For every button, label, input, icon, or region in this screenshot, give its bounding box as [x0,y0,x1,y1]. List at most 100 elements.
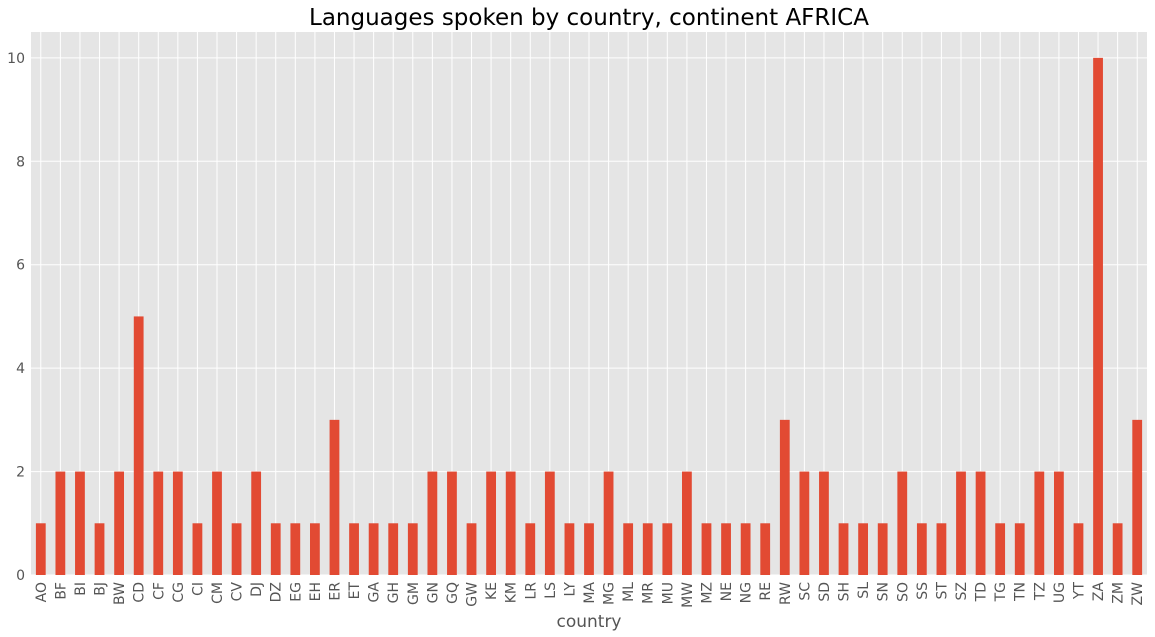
bar-bw [114,471,124,575]
bar-gm [407,523,418,575]
x-tick-labels: AO BF BI BJ BW CD CF CG CI CM CV DJ DZ EG EH ER ET GA GH GM… [34,582,1146,608]
x-tick-label: SZ [954,582,970,600]
bar-ug [1054,471,1064,575]
x-tick-label: CI [190,582,206,596]
bar-mr [642,523,653,575]
bar-ga [368,523,379,575]
y-tick-label: 10 [7,51,25,67]
bar-cg [172,471,183,575]
bar-ng [740,523,751,575]
x-tick-label: BJ [93,582,109,596]
bar-bf [55,471,66,575]
bar-dz [270,523,281,575]
x-tick-label: MA [582,582,598,604]
x-tick-label: SO [895,582,911,602]
x-tick-label: MR [641,582,657,604]
bar-st [936,523,947,575]
x-tick-label: DZ [269,582,285,602]
bars [35,57,1143,576]
x-tick-label: ET [347,582,363,600]
bar-mg [603,471,614,575]
x-tick-label: GQ [445,582,461,604]
x-tick-label: MG [602,582,618,605]
x-tick-label: GM [406,582,422,605]
bar-cd [133,316,144,575]
x-tick-label: SN [876,582,892,601]
x-tick-label: NG [739,582,755,603]
x-tick-label: BF [53,582,69,600]
x-tick-label: MU [660,582,676,604]
x-tick-label: GH [386,582,402,603]
x-tick-label: MZ [699,582,715,604]
x-tick-label: ZW [1130,582,1146,606]
bar-yt [1073,523,1084,575]
bar-za [1093,57,1103,576]
bar-sz [956,471,966,575]
x-tick-label: CG [171,582,187,603]
x-tick-label: LR [523,582,539,600]
x-tick-label: SL [856,582,872,599]
bar-lr [525,523,536,575]
bar-rw [779,419,790,575]
bar-ss [916,523,927,575]
bar-bj [94,523,105,575]
x-tick-label: DJ [249,582,265,597]
x-tick-label: EG [288,582,304,602]
bar-cv [231,523,242,575]
y-tick-labels: 0 2 4 6 8 10 [7,51,25,584]
bar-re [760,523,771,575]
x-tick-label: LY [562,582,578,597]
x-tick-label: MW [680,582,696,608]
bar-km [505,471,516,575]
x-tick-label: SS [915,582,931,600]
bar-bi [75,471,85,575]
x-tick-label: KM [504,582,520,603]
x-tick-label: ER [327,582,343,601]
x-tick-label: EH [308,582,324,601]
bar-ci [192,523,203,575]
bar-cm [212,471,222,575]
x-tick-label: SC [797,582,813,601]
x-tick-label: KE [484,582,500,600]
bar-ao [35,523,46,575]
bar-er [329,419,340,575]
y-tick-label: 4 [16,361,25,377]
bar-ls [544,471,555,575]
x-tick-label: SH [837,582,853,601]
x-axis-label: country [556,612,621,632]
bar-gh [388,523,399,575]
bar-eh [310,523,320,575]
bar-sc [799,471,810,575]
x-tick-label: TG [993,582,1009,602]
bar-sd [819,471,829,575]
x-tick-label: GN [425,582,441,603]
x-tick-label: CM [210,582,226,604]
y-tick-label: 6 [16,258,25,274]
bar-mz [701,523,712,575]
x-tick-label: CF [151,582,167,600]
x-tick-label: SD [817,582,833,602]
x-tick-label: YT [1071,582,1087,601]
x-tick-label: TZ [1032,582,1048,601]
x-tick-label: RW [778,582,794,605]
bar-cf [153,471,164,575]
x-tick-label: ZA [1091,582,1107,602]
bar-gq [447,471,457,575]
bar-eg [290,523,301,575]
y-tick-label: 0 [16,568,25,584]
bar-tg [995,523,1006,575]
x-tick-label: ST [934,582,950,600]
bar-et [349,523,359,575]
x-tick-label: ML [621,582,637,602]
bar-tz [1034,471,1045,575]
x-tick-label: RE [758,582,774,601]
x-tick-label: GW [465,582,481,607]
x-tick-label: GA [367,582,383,603]
bar-sh [838,523,849,575]
bar-gn [427,471,438,575]
bar-sn [877,523,888,575]
x-tick-label: CD [132,582,148,603]
bar-ne [721,523,731,575]
bar-ma [584,523,594,575]
